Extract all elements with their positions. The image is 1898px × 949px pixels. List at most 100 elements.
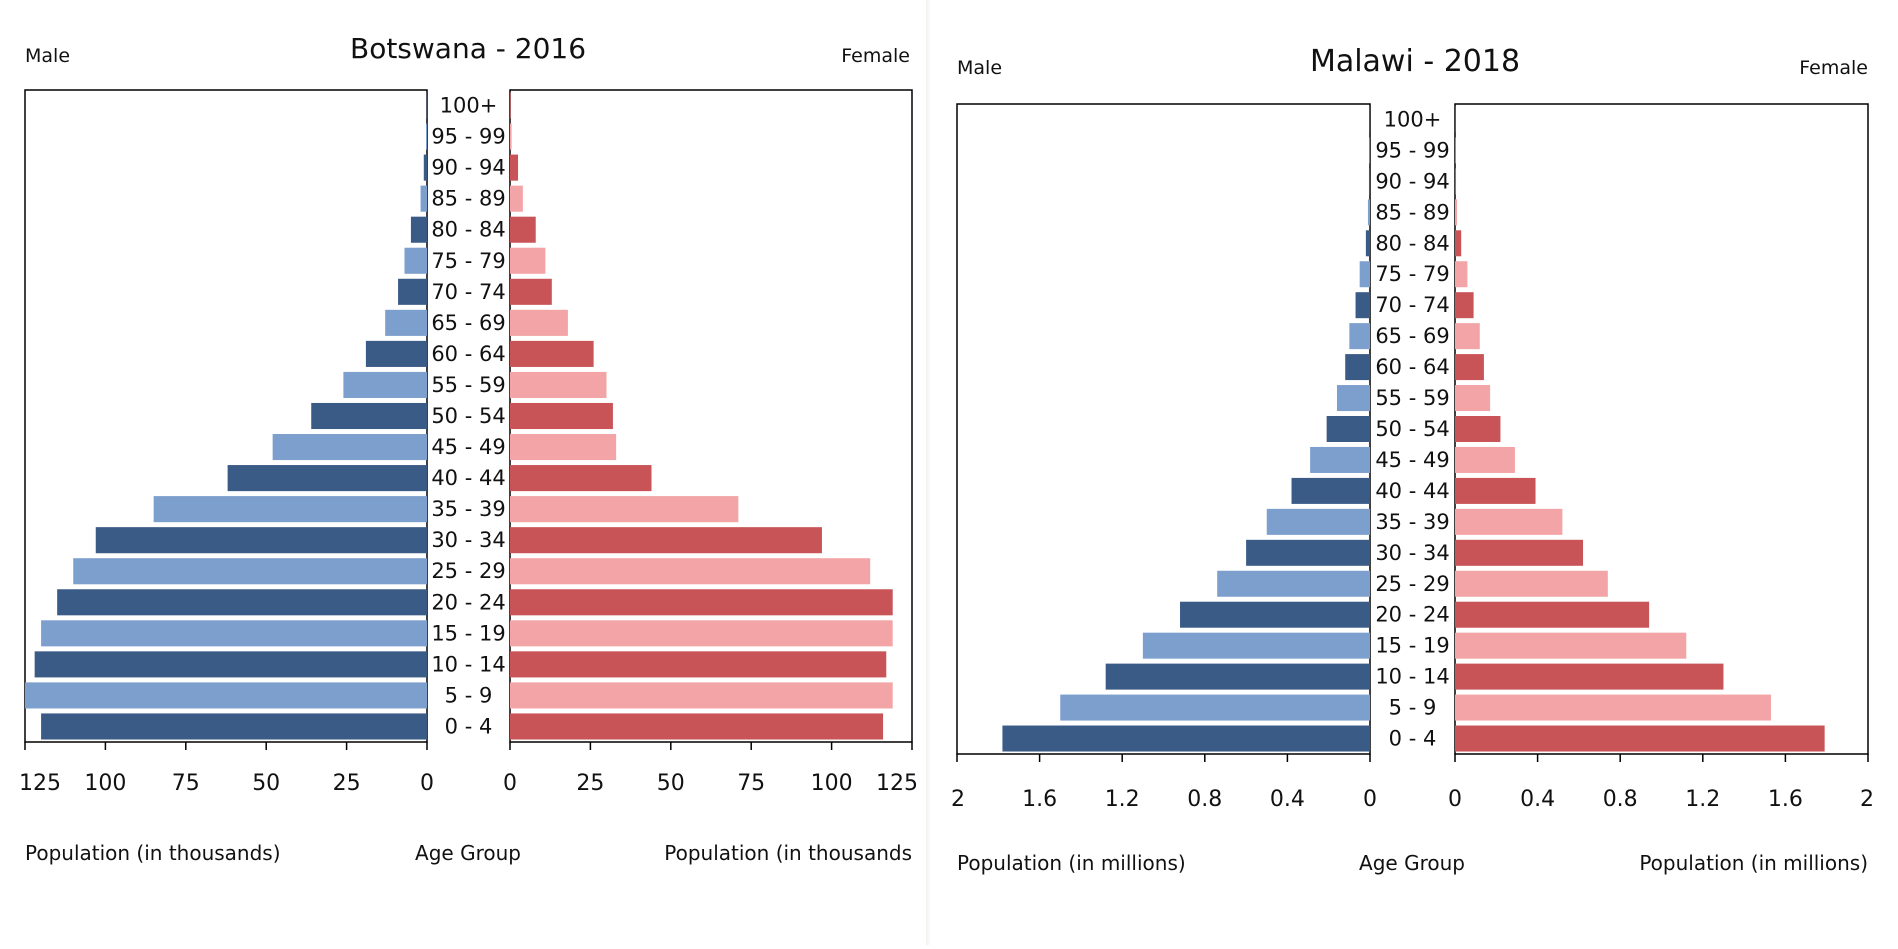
malawi-female-bar (1455, 509, 1562, 535)
botswana-male-bar (73, 558, 427, 584)
botswana-male-bar (41, 620, 427, 646)
malawi-male-bar (1310, 447, 1370, 473)
malawi-female-bar (1455, 447, 1515, 473)
botswana-male-bar (41, 713, 427, 739)
botswana-male-label: Male (25, 45, 70, 67)
botswana-age-group-label: 65 - 69 (431, 311, 505, 335)
malawi-age-group-label: 25 - 29 (1375, 572, 1449, 596)
malawi-age-group-label: 65 - 69 (1375, 324, 1449, 348)
botswana-age-group-label: 90 - 94 (431, 156, 505, 180)
botswana-age-group-label: 95 - 99 (431, 125, 505, 149)
malawi-female-bar (1455, 261, 1467, 287)
botswana-female-bar (510, 186, 523, 212)
malawi-age-group-label: 100+ (1384, 107, 1442, 131)
malawi-x-axis-label-female: Population (in millions) (1639, 851, 1868, 875)
malawi-male-bar (1217, 571, 1370, 597)
botswana-male-bar (385, 310, 427, 336)
botswana-female-bar (510, 248, 545, 274)
malawi-female-label: Female (1799, 57, 1868, 79)
malawi-male-bar (1345, 354, 1370, 380)
botswana-x-axis-label-female: Population (in thousands (664, 841, 912, 865)
malawi-female-bar (1455, 602, 1649, 628)
botswana-x-tick-label: 125 (19, 771, 61, 796)
botswana-male-bar (398, 279, 427, 305)
botswana-x-tick-label: 100 (84, 771, 126, 796)
malawi-x-tick-label: 0 (1363, 787, 1377, 812)
malawi-age-group-axis-label: Age Group (1359, 851, 1465, 875)
botswana-female-bar (510, 465, 652, 491)
malawi-male-bar (1106, 664, 1370, 690)
malawi-female-bar (1455, 633, 1686, 659)
malawi-age-group-label: 15 - 19 (1375, 634, 1449, 658)
malawi-male-bar (1366, 230, 1370, 256)
malawi-female-bar (1455, 695, 1771, 721)
botswana-age-group-label: 60 - 64 (431, 342, 505, 366)
botswana-male-bar (366, 341, 427, 367)
malawi-male-bar (1356, 292, 1370, 318)
malawi-female-bar (1455, 354, 1484, 380)
malawi-x-axis-label-male: Population (in millions) (957, 851, 1186, 875)
botswana-female-bar (510, 558, 870, 584)
botswana-female-bar (510, 155, 518, 181)
botswana-age-group-label: 75 - 79 (431, 249, 505, 273)
malawi-female-bar (1455, 478, 1536, 504)
botswana-x-tick-label: 75 (737, 771, 765, 796)
botswana-male-bar (426, 124, 427, 150)
botswana-female-bar (510, 496, 738, 522)
malawi-female-bar (1455, 416, 1500, 442)
malawi-age-group-label: 10 - 14 (1375, 665, 1449, 689)
malawi-male-bar (1327, 416, 1370, 442)
malawi-x-tick-label: 1.2 (1685, 787, 1720, 812)
malawi-age-group-label: 45 - 49 (1375, 448, 1449, 472)
malawi-x-tick-label: 2 (1860, 787, 1874, 812)
botswana-female-bar (510, 217, 536, 243)
botswana-male-bar (57, 589, 427, 615)
botswana-male-bar (35, 651, 427, 677)
malawi-age-group-label: 95 - 99 (1375, 138, 1449, 162)
malawi-x-tick-label: 0.4 (1520, 787, 1555, 812)
botswana-x-tick-label: 25 (333, 771, 361, 796)
malawi-age-group-label: 30 - 34 (1375, 541, 1449, 565)
malawi-female-bar (1455, 292, 1474, 318)
botswana-x-tick-label: 0 (503, 771, 517, 796)
botswana-female-bar (510, 434, 616, 460)
botswana-female-bar (510, 620, 893, 646)
malawi-age-group-label: 75 - 79 (1375, 262, 1449, 286)
malawi-female-bar (1455, 726, 1825, 752)
botswana-female-bar (510, 589, 893, 615)
malawi-male-bar (1292, 478, 1370, 504)
botswana-age-group-label: 80 - 84 (431, 218, 505, 242)
botswana-age-group-label: 85 - 89 (431, 187, 505, 211)
malawi-x-tick-label: 1.6 (1022, 787, 1057, 812)
botswana-female-label: Female (841, 45, 910, 67)
malawi-x-tick-label: 0 (1448, 787, 1462, 812)
botswana-age-group-axis-label: Age Group (415, 841, 521, 865)
malawi-male-bar (1360, 261, 1370, 287)
malawi-age-group-label: 40 - 44 (1375, 479, 1449, 503)
malawi-age-group-label: 80 - 84 (1375, 231, 1449, 255)
botswana-x-tick-label: 100 (811, 771, 853, 796)
malawi-male-bar (1002, 726, 1370, 752)
botswana-male-bar (25, 682, 427, 708)
botswana-female-bar (510, 92, 511, 118)
botswana-age-group-label: 45 - 49 (431, 435, 505, 459)
botswana-male-bar (96, 527, 427, 553)
botswana-male-bar (228, 465, 427, 491)
botswana-x-tick-label: 50 (252, 771, 280, 796)
malawi-male-bar (1060, 695, 1370, 721)
malawi-age-group-label: 5 - 9 (1389, 696, 1437, 720)
botswana-female-bar (510, 372, 606, 398)
botswana-x-tick-label: 75 (172, 771, 200, 796)
botswana-male-bar (421, 186, 427, 212)
botswana-female-bar (510, 682, 893, 708)
malawi-male-bar (1246, 540, 1370, 566)
malawi-x-tick-label: 1.6 (1768, 787, 1803, 812)
botswana-age-group-label: 15 - 19 (431, 621, 505, 645)
botswana-male-bar (273, 434, 427, 460)
botswana-x-tick-label: 125 (876, 771, 918, 796)
malawi-male-label: Male (957, 57, 1002, 79)
malawi-female-bar (1455, 199, 1457, 225)
